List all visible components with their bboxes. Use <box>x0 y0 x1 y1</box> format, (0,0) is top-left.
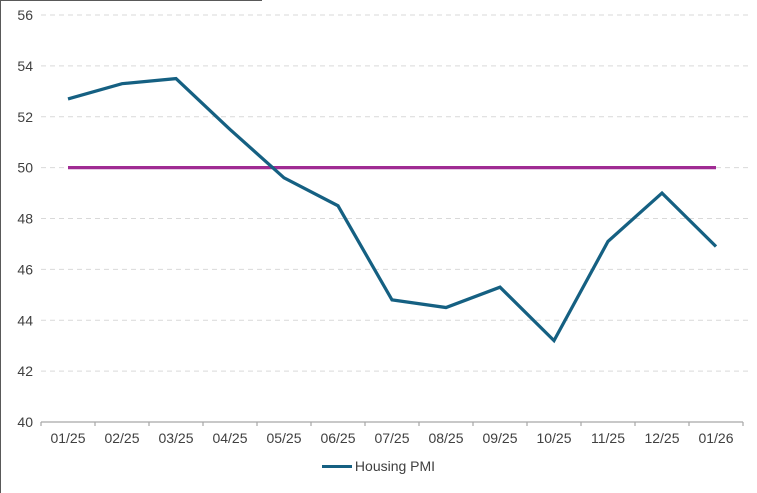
legend-line-marker <box>321 464 352 468</box>
y-axis-label: 42 <box>17 363 33 379</box>
x-axis-label: 05/25 <box>266 430 301 446</box>
x-axis-label: 01/26 <box>698 430 733 446</box>
x-axis-label: 12/25 <box>644 430 679 446</box>
legend: Housing PMI <box>0 457 757 475</box>
x-axis-label: 06/25 <box>320 430 355 446</box>
x-axis-label: 10/25 <box>536 430 571 446</box>
x-axis-label: 11/25 <box>591 430 625 446</box>
y-axis-label: 46 <box>17 261 33 277</box>
y-axis-label: 56 <box>17 7 33 23</box>
x-axis-label: 03/25 <box>158 430 193 446</box>
series-line-housing-pmi <box>67 76 718 344</box>
y-axis-label: 40 <box>17 414 33 430</box>
y-axis-label: 44 <box>17 312 33 328</box>
legend-label: Housing PMI <box>354 458 436 474</box>
y-axis-label: 48 <box>17 211 33 227</box>
x-axis-label: 07/25 <box>374 430 409 446</box>
x-axis-label: 01/25 <box>50 430 85 446</box>
x-axis-label: 04/25 <box>212 430 247 446</box>
x-axis-label: 02/25 <box>104 430 139 446</box>
x-axis-label: 09/25 <box>482 430 517 446</box>
y-axis-label: 54 <box>17 58 33 74</box>
y-axis-label: 52 <box>17 109 33 125</box>
y-axis-label: 50 <box>17 160 33 176</box>
window-edge-top <box>0 0 262 1</box>
x-axis-label: 08/25 <box>428 430 463 446</box>
window-edge-left <box>0 0 1 493</box>
